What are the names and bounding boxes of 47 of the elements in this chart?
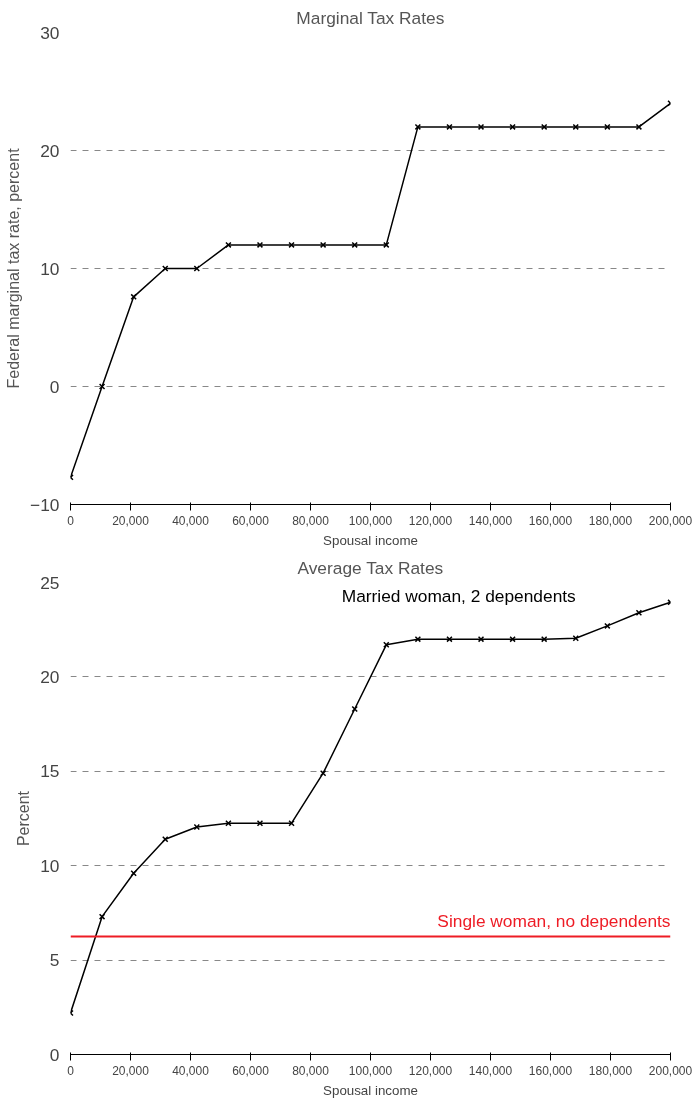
x-tick-label: 100,000 — [348, 513, 393, 528]
x-tick-label: 80,000 — [292, 1063, 330, 1078]
y-tick-label: 25 — [40, 572, 60, 593]
y-tick-label: 20 — [40, 666, 60, 687]
x-tick-label: 120,000 — [408, 1063, 453, 1078]
x-tick-label: 180,000 — [588, 513, 633, 528]
y-axis-title: Percent — [15, 790, 33, 847]
point — [319, 241, 327, 249]
x-tick-label: 160,000 — [528, 1063, 573, 1078]
x-tick-label: 0 — [67, 1063, 75, 1078]
x-tick-label: 40,000 — [172, 1063, 210, 1078]
series-label: Married woman, 2 dependents — [341, 586, 577, 607]
point — [540, 635, 548, 643]
x-tick-label: 40,000 — [172, 513, 210, 528]
x-axis-title: Spousal income — [323, 532, 418, 548]
y-tick-label: 10 — [40, 258, 60, 279]
y-tick-label: 20 — [40, 140, 60, 161]
x-tick-label: 100,000 — [348, 1063, 393, 1078]
y-tick-label: 30 — [40, 22, 60, 43]
y-axis-title: Federal marginal tax rate, percent — [5, 147, 23, 389]
y-tick-label: 0 — [49, 376, 60, 397]
x-tick-label: 20,000 — [112, 513, 150, 528]
x-tick-label: 140,000 — [468, 513, 513, 528]
y-tick-label: 5 — [49, 950, 60, 971]
x-tick-label: 200,000 — [648, 513, 693, 528]
y-tick-label: 0 — [49, 1044, 60, 1065]
point — [635, 123, 643, 131]
ref-line-label: Single woman, no dependents — [437, 910, 671, 931]
x-tick-label: 180,000 — [588, 1063, 633, 1078]
x-tick-label: 60,000 — [232, 1063, 270, 1078]
point — [414, 635, 422, 643]
x-tick-label: 160,000 — [528, 513, 573, 528]
y-tick-label: 10 — [40, 855, 60, 876]
point — [414, 123, 422, 131]
y-tick-label: 15 — [40, 761, 60, 782]
chart-title: Marginal Tax Rates — [296, 7, 445, 28]
x-tick-label: 60,000 — [232, 513, 270, 528]
x-axis-title: Spousal income — [323, 1082, 418, 1098]
x-tick-label: 20,000 — [112, 1063, 150, 1078]
x-tick-label: 120,000 — [408, 513, 453, 528]
chart-title: Average Tax Rates — [297, 557, 444, 578]
x-tick-label: 0 — [67, 513, 75, 528]
point — [162, 836, 169, 843]
x-tick-label: 200,000 — [648, 1063, 693, 1078]
x-tick-label: 80,000 — [292, 513, 330, 528]
x-tick-label: 140,000 — [468, 1063, 513, 1078]
y-tick-label: −10 — [30, 494, 60, 515]
